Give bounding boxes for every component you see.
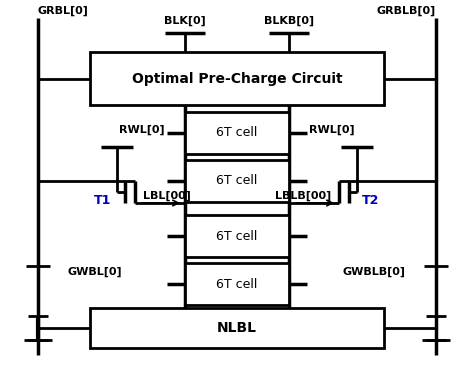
Bar: [185, 160, 289, 202]
Text: T2: T2: [362, 193, 380, 206]
Text: GWBL[0]: GWBL[0]: [68, 267, 123, 277]
Text: T1: T1: [94, 193, 112, 206]
Bar: [185, 112, 289, 154]
Bar: [185, 263, 289, 305]
Text: LBLB[00]: LBLB[00]: [275, 191, 331, 201]
Text: 6T cell: 6T cell: [216, 174, 258, 187]
Bar: [90, 308, 384, 348]
Text: RWL[0]: RWL[0]: [310, 125, 355, 135]
Text: GRBLB[0]: GRBLB[0]: [377, 6, 436, 16]
Text: NLBL: NLBL: [217, 321, 257, 335]
Text: 6T cell: 6T cell: [216, 127, 258, 139]
Text: BLKB[0]: BLKB[0]: [264, 16, 314, 26]
Bar: [90, 52, 384, 105]
Text: LBL[00]: LBL[00]: [143, 191, 191, 201]
Text: Optimal Pre-Charge Circuit: Optimal Pre-Charge Circuit: [132, 71, 342, 86]
Text: 6T cell: 6T cell: [216, 230, 258, 242]
Text: GRBL[0]: GRBL[0]: [38, 6, 89, 16]
Text: GWBLB[0]: GWBLB[0]: [343, 267, 406, 277]
Text: BLK[0]: BLK[0]: [164, 16, 206, 26]
Text: 6T cell: 6T cell: [216, 277, 258, 290]
Text: RWL[0]: RWL[0]: [119, 125, 164, 135]
Bar: [185, 215, 289, 257]
